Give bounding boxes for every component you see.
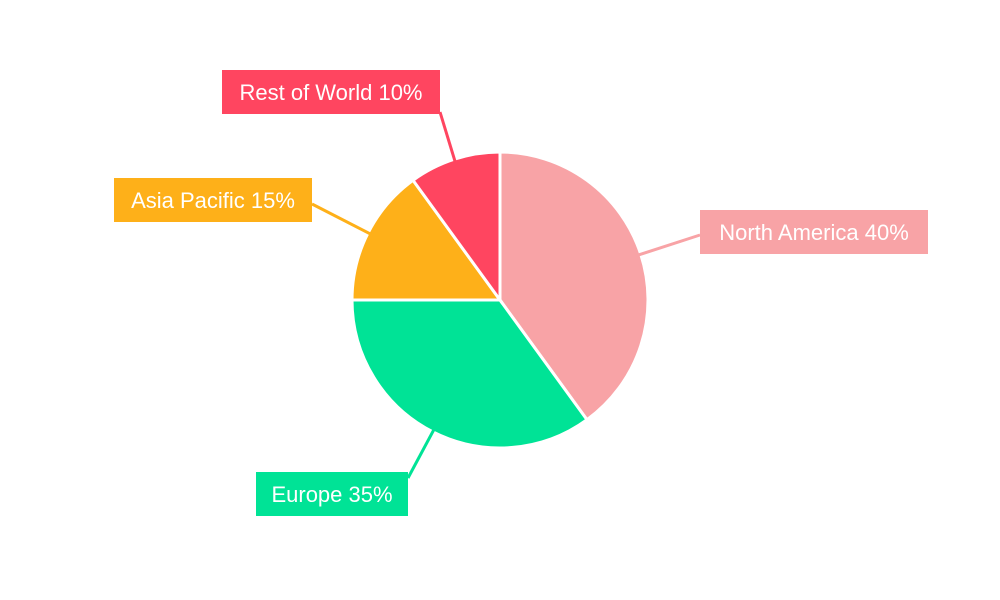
data-label-north-america: North America 40% [700, 210, 928, 254]
data-label-box [114, 178, 312, 222]
data-label-text: Rest of World 10% [239, 80, 422, 105]
data-label-box [700, 210, 928, 254]
leader-line-north-america [634, 233, 701, 258]
data-label-box [222, 70, 440, 114]
data-label-rest-of-world: Rest of World 10% [222, 70, 440, 114]
leader-line-europe [406, 425, 437, 479]
leader-line-asia-pacific [311, 202, 375, 237]
data-label-text: North America 40% [719, 220, 909, 245]
data-label-asia-pacific: Asia Pacific 15% [114, 178, 312, 222]
leader-line-rest-of-world [438, 111, 458, 166]
data-label-europe: Europe 35% [256, 472, 408, 516]
data-label-box [256, 472, 408, 516]
data-label-text: Europe 35% [271, 482, 392, 507]
data-label-text: Asia Pacific 15% [131, 188, 295, 213]
